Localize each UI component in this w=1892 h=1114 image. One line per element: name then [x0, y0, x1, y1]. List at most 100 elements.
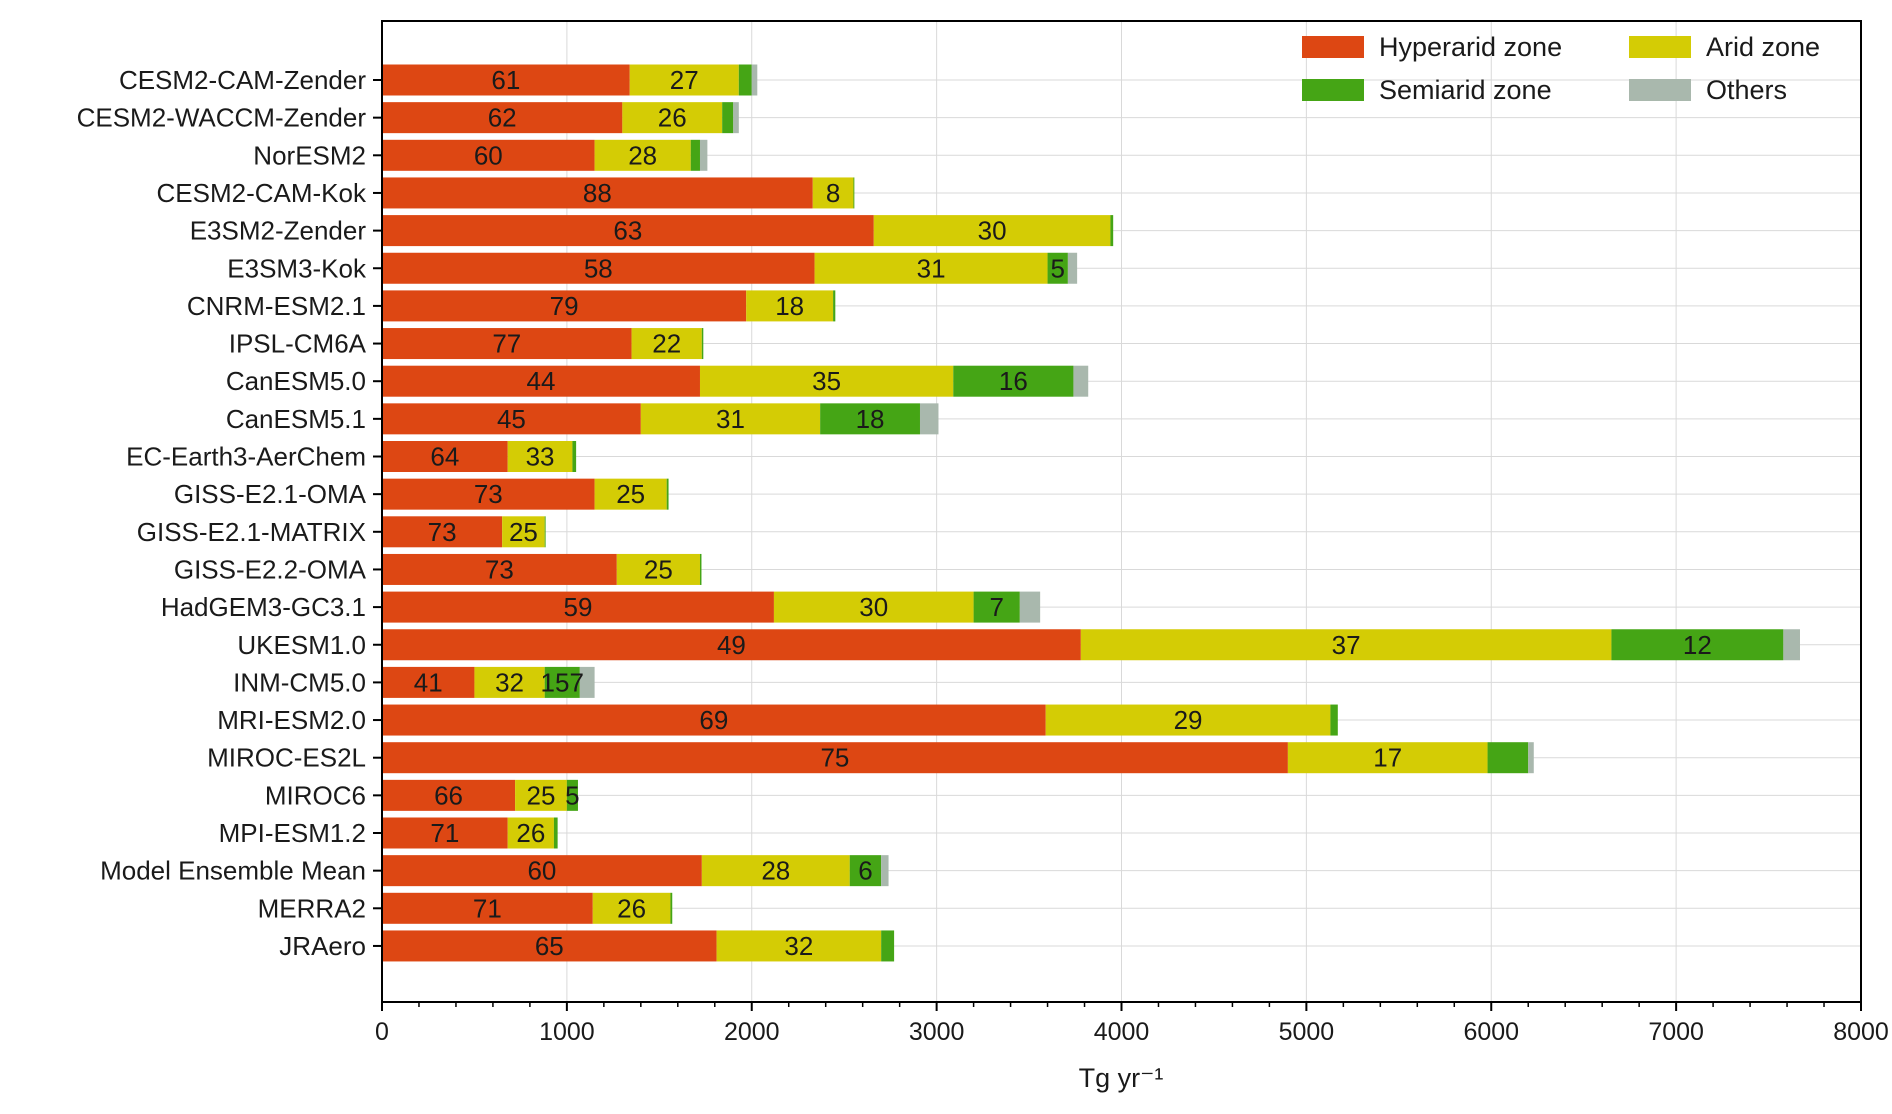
bar-value-label: 22	[652, 329, 681, 359]
bar-segment	[544, 666, 580, 698]
bar-value-label: 77	[492, 329, 521, 359]
bar-segment	[953, 365, 1074, 397]
bar-segment	[544, 516, 546, 548]
bar-segment	[382, 64, 630, 96]
bar-value-label: 60	[474, 140, 503, 170]
x-tick-label: 4000	[1094, 1018, 1150, 1046]
bar-segment	[1330, 704, 1338, 736]
bar-value-label: 66	[434, 780, 463, 810]
x-axis-ticks: 0 1000 2000 3000 4000 5000 6000 7000 8000	[375, 1002, 1889, 1046]
bar-value-label: 5	[1050, 253, 1064, 283]
bar-value-label: 5	[565, 780, 579, 810]
bar-segment	[502, 516, 545, 548]
bar-segment	[382, 892, 593, 924]
bar-segment	[1783, 629, 1800, 661]
bar-value-label: 18	[856, 404, 885, 434]
y-category-label: INM-CM5.0	[233, 667, 366, 697]
bar-segment	[382, 177, 813, 209]
y-category-label: EC-Earth3-AerChem	[126, 442, 366, 472]
bar-segment	[1110, 215, 1114, 247]
bar-segment	[701, 328, 704, 360]
bar-value-label: 27	[670, 65, 699, 95]
legend-label: Arid zone	[1706, 32, 1820, 62]
legend-swatch	[1302, 79, 1364, 101]
bar-value-label: 49	[717, 630, 746, 660]
x-tick-label: 1000	[539, 1018, 595, 1046]
y-category-label: E3SM2-Zender	[190, 216, 367, 246]
y-category-label: MRI-ESM2.0	[217, 705, 366, 735]
bar-value-label: 28	[628, 140, 657, 170]
bar-segment	[773, 591, 974, 623]
bar-value-label: 63	[613, 216, 642, 246]
bar-value-label: 71	[473, 893, 502, 923]
bar-segment	[382, 742, 1288, 774]
bar-value-label: 16	[999, 366, 1028, 396]
bar-value-label: 73	[474, 479, 503, 509]
bar-segment	[382, 629, 1081, 661]
bar-value-label: 7	[989, 592, 1003, 622]
x-tick-label: 0	[375, 1018, 389, 1046]
y-category-label: E3SM3-Kok	[227, 253, 367, 283]
bar-value-label: 31	[716, 404, 745, 434]
legend-swatch	[1629, 36, 1691, 58]
bar-segment	[1067, 252, 1078, 284]
bar-value-label: 26	[617, 893, 646, 923]
bar-segment	[716, 930, 882, 962]
y-category-label: MERRA2	[258, 893, 366, 923]
legend-swatch	[1629, 79, 1691, 101]
bar-segment	[833, 290, 836, 322]
y-category-label: MIROC-ES2L	[207, 743, 366, 773]
bar-value-label: 41	[414, 667, 443, 697]
bar-segment	[699, 553, 702, 585]
bar-segment	[631, 328, 702, 360]
bar-segment	[973, 591, 1020, 623]
x-tick-label: 8000	[1833, 1018, 1889, 1046]
bar-segment	[382, 441, 508, 472]
y-axis-categories: CESM2-CAM-Zender CESM2-WACCM-Zender NorESM…	[77, 65, 382, 961]
bar-value-label: 60	[527, 856, 556, 886]
bar-value-label: 157	[541, 667, 584, 697]
bar-value-label: 25	[527, 780, 556, 810]
bar-segment	[382, 930, 717, 962]
y-category-label: HadGEM3-GC3.1	[161, 592, 366, 622]
bar-value-label: 73	[428, 517, 457, 547]
y-category-label: Model Ensemble Mean	[100, 856, 366, 886]
x-tick-label: 6000	[1463, 1018, 1519, 1046]
legend: Hyperarid zone Arid zone Semiarid zone Othe…	[1302, 32, 1820, 105]
bar-segment	[701, 855, 850, 887]
bar-segment	[382, 817, 508, 849]
bar-segment	[919, 403, 939, 435]
x-tick-label: 5000	[1279, 1018, 1335, 1046]
bar-segment	[594, 478, 667, 510]
bar-value-label: 59	[564, 592, 593, 622]
bar-value-label: 88	[583, 178, 612, 208]
bar-segment	[853, 177, 855, 209]
y-category-label: MPI-ESM1.2	[219, 818, 366, 848]
bar-value-label: 6	[858, 856, 872, 886]
bar-segment	[640, 403, 821, 435]
y-category-label: GISS-E2.2-OMA	[174, 554, 367, 584]
bar-segment	[666, 478, 669, 510]
bar-segment	[594, 139, 691, 171]
bar-segment	[622, 102, 723, 134]
bar-segment	[592, 892, 671, 924]
x-tick-label: 3000	[909, 1018, 965, 1046]
bar-segment	[1047, 252, 1068, 284]
bar-segment	[566, 779, 578, 811]
bar-segment	[1073, 365, 1089, 397]
y-category-label: CESM2-WACCM-Zender	[77, 103, 367, 133]
bar-value-label: 58	[584, 253, 613, 283]
bar-segment	[382, 516, 503, 548]
bar-value-label: 69	[699, 705, 728, 735]
bar-value-label: 62	[488, 103, 517, 133]
bar-segment	[382, 215, 874, 247]
bar-segment	[382, 252, 815, 284]
bar-segment	[746, 290, 834, 322]
bar-segment	[382, 478, 595, 510]
bar-segment	[873, 215, 1111, 247]
y-category-label: CESM2-CAM-Zender	[119, 65, 366, 95]
bar-value-label: 79	[550, 291, 579, 321]
bar-segment	[1611, 629, 1784, 661]
bar-value-label: 17	[1373, 743, 1402, 773]
